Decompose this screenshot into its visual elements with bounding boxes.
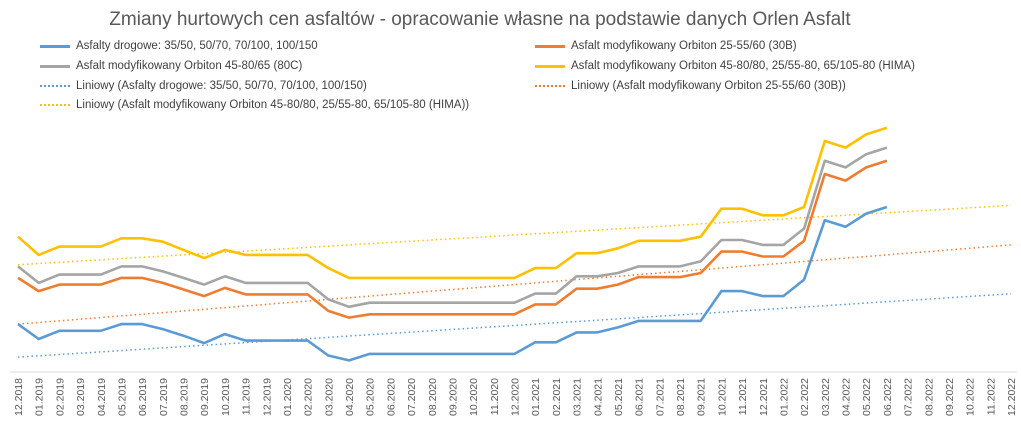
x-tick-label: 10.2020: [468, 378, 480, 416]
x-tick-label: 11.2022: [985, 378, 997, 415]
x-tick-label: 03.2019: [75, 378, 87, 416]
x-tick-label: 01.2021: [530, 378, 542, 416]
x-tick-label: 02.2022: [799, 378, 811, 416]
legend-label: Liniowy (Asfalt modyfikowany Orbiton 45-…: [76, 99, 470, 111]
x-tick-label: 06.2019: [137, 378, 149, 416]
legend-swatch: [40, 44, 70, 48]
x-tick-label: 08.2022: [923, 378, 935, 416]
legend-item: Asfalty drogowe: 35/50, 50/70, 70/100, 1…: [40, 40, 318, 52]
x-tick-label: 12.2018: [13, 378, 25, 416]
x-tick-label: 11.2021: [737, 378, 749, 415]
chart-title: Zmiany hurtowych cen asfaltów - opracowa…: [109, 9, 851, 30]
legend-swatch: [535, 44, 565, 48]
x-tick-label: 05.2020: [365, 378, 377, 416]
line-series-3: [17, 126, 888, 280]
legend-label: Asfalty drogowe: 35/50, 50/70, 70/100, 1…: [76, 40, 318, 52]
x-tick-label: 11.2020: [489, 378, 501, 415]
legend-item: Asfalt modyfikowany Orbiton 45-80/80, 25…: [535, 60, 915, 72]
x-tick-label: 06.2022: [882, 378, 894, 416]
x-tick-label: 06.2021: [634, 378, 646, 416]
legend-swatch: [535, 64, 565, 68]
x-tick-label: 09.2019: [199, 378, 211, 416]
x-tick-label: 01.2022: [778, 378, 790, 416]
x-tick-label: 08.2019: [179, 378, 191, 416]
line-series-2: [17, 146, 888, 309]
legend-item: Liniowy (Asfalt modyfikowany Orbiton 25-…: [535, 80, 846, 92]
x-tick-label: 08.2021: [675, 378, 687, 416]
x-tick-label: 02.2021: [551, 378, 563, 416]
x-tick-label: 09.2021: [696, 378, 708, 416]
x-tick-label: 12.2022: [1006, 378, 1018, 416]
x-tick-label: 08.2020: [427, 378, 439, 416]
x-tick-label: 02.2020: [303, 378, 315, 416]
x-tick-label: 07.2021: [654, 378, 666, 416]
line-series-1: [17, 159, 888, 319]
x-tick-label: 11.2019: [241, 378, 253, 415]
x-tick-label: 04.2019: [96, 378, 108, 416]
x-tick-label: 07.2022: [903, 378, 915, 416]
x-tick-label: 05.2022: [861, 378, 873, 416]
chart-legend: Asfalty drogowe: 35/50, 50/70, 70/100, 1…: [0, 0, 1021, 120]
x-tick-label: 12.2020: [510, 378, 522, 416]
x-tick-label: 09.2020: [447, 378, 459, 416]
line-series-0: [17, 205, 888, 362]
x-tick-label: 12.2019: [261, 378, 273, 416]
legend-label: Liniowy (Asfalt modyfikowany Orbiton 25-…: [571, 80, 846, 92]
legend-swatch: [40, 104, 70, 106]
x-tick-label: 05.2019: [116, 378, 128, 416]
x-tick-label: 06.2020: [385, 378, 397, 416]
legend-label: Liniowy (Asfalty drogowe: 35/50, 50/70, …: [76, 80, 367, 92]
x-tick-label: 04.2021: [592, 378, 604, 416]
legend-swatch: [40, 64, 70, 68]
legend-label: Asfalt modyfikowany Orbiton 25-55/60 (30…: [571, 40, 797, 52]
legend-item: Asfalt modyfikowany Orbiton 25-55/60 (30…: [535, 40, 797, 52]
x-tick-label: 09.2022: [944, 378, 956, 416]
x-tick-label: 03.2022: [820, 378, 832, 416]
x-tick-label: 10.2022: [965, 378, 977, 416]
x-tick-label: 03.2021: [572, 378, 584, 416]
trendline-series-4: [17, 293, 1012, 358]
legend-label: Asfalt modyfikowany Orbiton 45-80/65 (80…: [76, 60, 303, 72]
x-tick-label: 12.2021: [758, 378, 770, 416]
x-tick-label: 01.2020: [282, 378, 294, 416]
x-tick-label: 04.2022: [841, 378, 853, 416]
legend-label: Asfalt modyfikowany Orbiton 45-80/80, 25…: [571, 60, 915, 72]
x-tick-label: 05.2021: [613, 378, 625, 416]
legend-item: Liniowy (Asfalt modyfikowany Orbiton 45-…: [40, 99, 469, 111]
x-tick-label: 07.2020: [406, 378, 418, 416]
x-tick-label: 07.2019: [158, 378, 170, 416]
x-tick-label: 10.2021: [716, 378, 728, 416]
trendline-series-6: [17, 204, 1012, 266]
x-tick-label: 03.2020: [323, 378, 335, 416]
legend-swatch: [535, 85, 565, 87]
legend-swatch: [40, 85, 70, 87]
legend-item: Liniowy (Asfalty drogowe: 35/50, 50/70, …: [40, 80, 367, 92]
x-tick-label: 10.2019: [220, 378, 232, 416]
x-tick-label: 01.2019: [34, 378, 46, 416]
legend-item: Asfalt modyfikowany Orbiton 45-80/65 (80…: [40, 60, 302, 72]
x-tick-label: 02.2019: [54, 378, 66, 416]
x-tick-label: 04.2020: [344, 378, 356, 416]
